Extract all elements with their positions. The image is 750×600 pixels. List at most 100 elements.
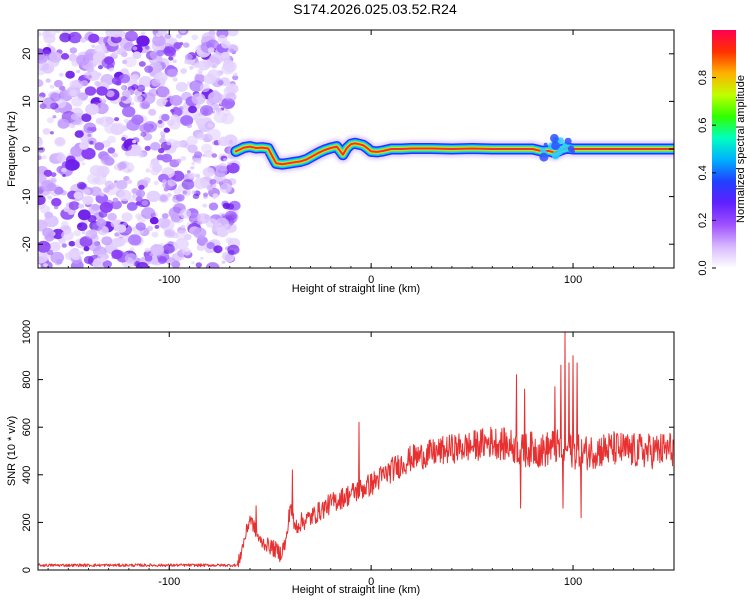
noise-blob: [81, 162, 86, 166]
noise-blob: [101, 228, 108, 234]
snr-y-tick-label: 1000: [21, 320, 33, 344]
noise-blob: [155, 32, 161, 37]
noise-blob: [96, 218, 107, 228]
spectrogram-y-ticks: -20 -10 0 10 20: [21, 48, 674, 252]
snr-x-ticks: -100 0 100: [47, 332, 675, 588]
noise-blob: [175, 194, 185, 202]
ridge-blob: [543, 142, 548, 147]
spectrogram-y-axis-title: Frequency (Hz): [6, 111, 18, 187]
snr-y-tick-label: 600: [21, 418, 33, 436]
snr-panel: -100 0 100 0 200 400 600 800 1000 Height of str…: [6, 320, 675, 596]
noise-blob: [49, 241, 61, 252]
noise-blob: [136, 84, 146, 92]
noise-blob: [144, 247, 151, 253]
noise-blob: [70, 145, 84, 157]
noise-blob: [110, 238, 122, 248]
noise-blob: [85, 103, 99, 116]
noise-blob: [51, 228, 65, 240]
noise-blob: [182, 248, 192, 256]
noise-blob: [104, 56, 114, 65]
noise-blob: [181, 224, 186, 229]
noise-blob: [149, 73, 154, 77]
noise-blob: [114, 232, 120, 237]
spectrogram-x-tick-label: 100: [564, 274, 582, 286]
colorbar-label: Normalized spectral amplitude: [735, 75, 747, 223]
noise-blob: [191, 34, 199, 41]
colorbar-ticks: 0.0 0.2 0.4 0.6 0.8: [697, 70, 716, 276]
spectrogram-y-tick-label: 0: [21, 146, 33, 152]
noise-blob: [161, 213, 169, 219]
noise-blob: [233, 72, 238, 77]
noise-blob: [128, 234, 142, 246]
noise-blob: [122, 59, 128, 64]
noise-blob: [221, 63, 235, 75]
noise-blob: [94, 81, 101, 86]
noise-blob: [150, 158, 160, 166]
noise-blob: [49, 84, 55, 89]
colorbar-tick-label: 0.8: [697, 70, 709, 85]
noise-blob: [146, 190, 161, 202]
noise-blob: [157, 119, 163, 124]
noise-blob: [172, 140, 182, 148]
noise-blob: [150, 244, 165, 256]
noise-blob: [61, 230, 74, 241]
noise-blob: [88, 33, 100, 43]
noise-blob: [232, 75, 239, 81]
snr-x-axis-title: Height of straight line (km): [292, 584, 420, 596]
noise-blob: [166, 192, 172, 197]
noise-blob: [209, 179, 217, 185]
noise-blob: [161, 113, 170, 122]
noise-blob: [188, 172, 196, 179]
noise-blob: [54, 137, 65, 146]
noise-blob: [144, 145, 151, 151]
noise-blob: [47, 183, 57, 191]
snr-y-tick-label: 200: [21, 513, 33, 531]
noise-blob: [156, 49, 165, 57]
noise-blob: [221, 51, 230, 59]
noise-blob: [176, 33, 182, 39]
noise-blob: [138, 184, 145, 190]
noise-blob: [166, 257, 176, 266]
noise-blob: [99, 201, 113, 213]
noise-blob: [170, 108, 175, 113]
noise-blob: [47, 43, 52, 48]
noise-blob: [163, 46, 176, 57]
noise-blob: [68, 249, 80, 259]
noise-blob: [191, 190, 197, 194]
noise-blob: [148, 108, 157, 116]
noise-blob: [38, 137, 43, 145]
noise-blob: [48, 51, 62, 63]
noise-blob: [47, 195, 53, 200]
ridge-blob: [557, 137, 564, 144]
noise-blob: [213, 165, 228, 178]
noise-blob: [166, 141, 172, 146]
noise-blob: [227, 161, 232, 166]
noise-blob: [38, 79, 44, 87]
noise-blob: [223, 158, 227, 162]
noise-blob: [56, 153, 67, 162]
noise-blob: [99, 116, 112, 127]
noise-blob: [124, 253, 138, 264]
noise-blob: [163, 127, 170, 133]
noise-blob: [45, 234, 55, 242]
noise-blob: [80, 37, 87, 43]
noise-blob: [175, 158, 182, 164]
noise-blob: [151, 79, 161, 87]
noise-blob: [38, 181, 42, 188]
noise-blob: [179, 30, 187, 34]
noise-blob: [166, 119, 175, 127]
noise-blob: [62, 174, 66, 177]
noise-blob: [154, 224, 160, 229]
noise-blob: [135, 201, 142, 206]
noise-blob: [50, 172, 57, 178]
noise-blob: [208, 202, 219, 211]
noise-blob: [193, 151, 203, 159]
noise-blob: [61, 167, 67, 173]
noise-blob: [194, 173, 201, 179]
ridge-blob: [564, 137, 572, 145]
noise-blob: [160, 134, 166, 139]
noise-blob: [196, 160, 202, 164]
noise-blob: [86, 66, 95, 73]
noise-blob: [68, 31, 82, 44]
